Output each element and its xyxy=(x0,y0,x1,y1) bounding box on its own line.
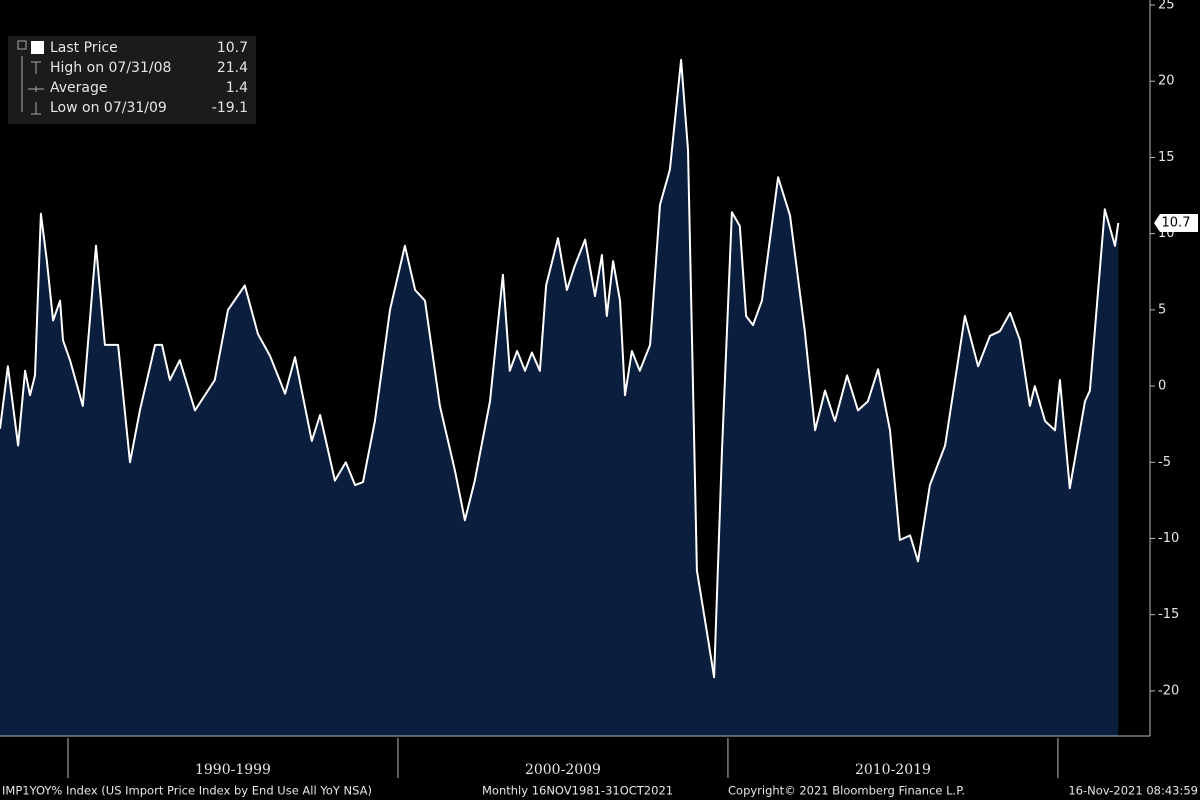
y-tick-label: 20 xyxy=(1158,74,1175,89)
line xyxy=(0,58,1120,679)
legend-value: 21.4 xyxy=(217,60,248,76)
y-tick-label: 15 xyxy=(1158,150,1175,165)
legend-high-icon xyxy=(21,56,41,112)
footer-text: Monthly 16NOV1981-31OCT2021 xyxy=(482,784,673,798)
area xyxy=(0,59,1119,736)
legend-average-icon xyxy=(28,86,44,92)
last-price-label: 10.7 xyxy=(1162,215,1191,230)
legend-label: Average xyxy=(50,80,108,96)
y-tick-label: 25 xyxy=(1158,0,1175,13)
y-tick-label: 0 xyxy=(1158,379,1166,394)
footer-text: 16-Nov-2021 08:43:59 xyxy=(1068,784,1198,798)
legend-label: High on 07/31/08 xyxy=(50,60,171,76)
legend-label: Low on 07/31/09 xyxy=(50,100,167,116)
y-tick-label: 5 xyxy=(1158,302,1166,317)
y-tick-label: -15 xyxy=(1158,607,1179,622)
x-tick-label: 1990-1999 xyxy=(195,762,271,778)
legend-box xyxy=(8,36,256,124)
footer-text: Copyright© 2021 Bloomberg Finance L.P. xyxy=(728,784,965,798)
footer-text: IMP1YOY% Index (US Import Price Index by… xyxy=(2,784,372,798)
legend-value: 10.7 xyxy=(217,40,248,56)
legend-swatch xyxy=(31,41,44,54)
x-tick-label: 2000-2009 xyxy=(525,762,601,778)
y-tick-label: -20 xyxy=(1158,683,1179,698)
y-tick-label: -10 xyxy=(1158,531,1179,546)
legend-collapse-icon xyxy=(17,40,27,50)
legend-low-icon xyxy=(31,102,41,115)
legend-label: Last Price xyxy=(50,40,118,56)
plot-area xyxy=(0,58,1120,736)
last-price-tag xyxy=(1154,213,1198,232)
legend-value: 1.4 xyxy=(226,80,248,96)
legend-value: -19.1 xyxy=(212,100,248,116)
x-tick-label: 2010-2019 xyxy=(855,762,931,778)
y-tick-label: -5 xyxy=(1158,455,1171,470)
